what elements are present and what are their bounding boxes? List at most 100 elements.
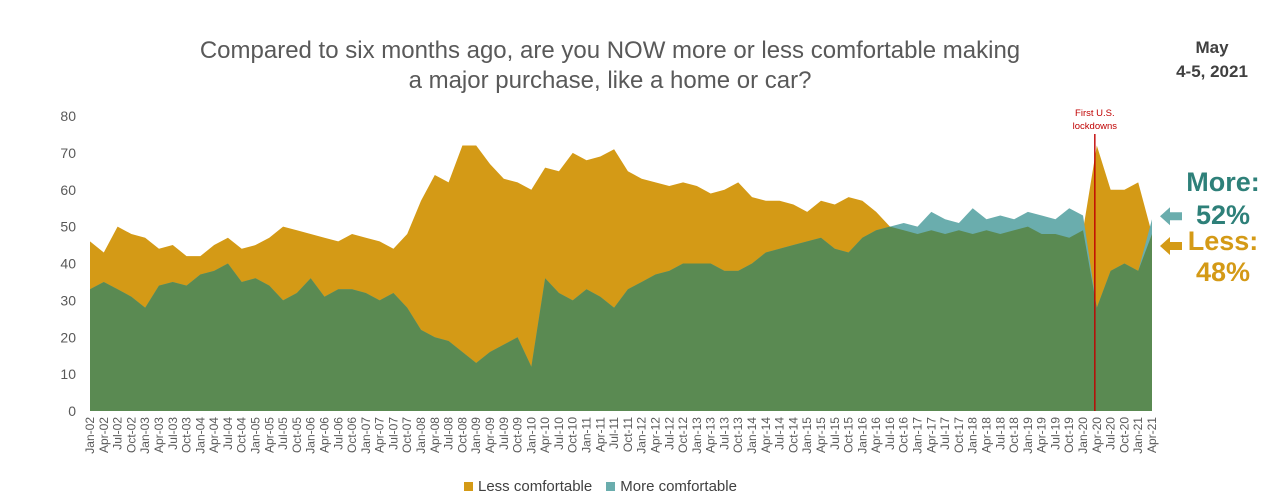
x-tick-label: Jul-03	[166, 417, 180, 450]
x-tick-label: Apr-04	[207, 417, 221, 453]
y-tick-label: 0	[68, 403, 76, 419]
x-tick-label: Jul-06	[331, 417, 345, 450]
x-tick-label: Jul-05	[276, 417, 290, 450]
x-tick-label: Jul-20	[1104, 417, 1118, 450]
x-tick-label: Jan-11	[580, 417, 594, 453]
x-tick-label: Oct-11	[621, 417, 635, 452]
x-tick-label: Apr-12	[648, 417, 662, 453]
x-tick-label: Oct-09	[511, 417, 525, 453]
x-tick-label: Apr-06	[317, 417, 331, 453]
x-tick-label: Jul-02	[111, 417, 125, 450]
x-tick-label: Oct-07	[400, 417, 414, 453]
y-tick-label: 10	[60, 366, 76, 382]
x-tick-label: Jan-13	[690, 417, 704, 454]
more-callout-value: 52%	[1195, 200, 1251, 230]
x-tick-label: Jan-06	[304, 417, 318, 454]
x-tick-label: Oct-04	[235, 417, 249, 453]
x-tick-label: Apr-16	[869, 417, 883, 453]
x-tick-label: Oct-16	[897, 417, 911, 453]
x-tick-label: Apr-09	[483, 417, 497, 453]
x-tick-label: Oct-13	[731, 417, 745, 453]
x-tick-label: Jan-19	[1021, 417, 1035, 454]
annotation-line2: lockdowns	[1073, 121, 1118, 132]
x-tick-label: Oct-02	[124, 417, 138, 453]
x-tick-label: Jan-16	[855, 417, 869, 454]
less-callout-label: Less:	[1187, 226, 1259, 256]
x-tick-label: Jul-07	[386, 417, 400, 450]
y-tick-label: 40	[60, 256, 76, 272]
x-tick-label: Oct-19	[1062, 417, 1076, 453]
x-tick-label: Apr-17	[924, 417, 938, 453]
x-tick-label: Jan-09	[469, 417, 483, 454]
x-tick-label: Jul-19	[1048, 417, 1062, 450]
legend-swatch-less	[464, 481, 473, 491]
legend-label-more: More comfortable	[620, 477, 737, 495]
y-tick-label: 70	[60, 145, 76, 161]
x-tick-label: Jul-08	[442, 417, 456, 450]
x-tick-label: Apr-20	[1090, 417, 1104, 453]
x-tick-label: Jan-07	[359, 417, 373, 454]
more-callout: More: 52%	[1176, 166, 1270, 232]
y-tick-label: 60	[60, 182, 76, 198]
x-tick-label: Jan-15	[800, 417, 814, 454]
x-tick-label: Jul-15	[828, 417, 842, 450]
x-tick-label: Apr-13	[704, 417, 718, 453]
x-tick-label: Oct-14	[786, 417, 800, 453]
more-arrow-icon	[1160, 207, 1182, 226]
legend-item-less: Less comfortable	[464, 478, 592, 495]
annotation-line1: First U.S.	[1075, 108, 1115, 119]
x-tick-label: Jan-04	[193, 417, 207, 454]
survey-date-line1: May	[1195, 38, 1229, 57]
more-callout-label: More:	[1186, 167, 1260, 197]
x-tick-label: Jul-17	[938, 417, 952, 450]
x-tick-label: Apr-15	[814, 417, 828, 453]
x-tick-label: Jul-11	[607, 417, 621, 449]
x-tick-label: Apr-14	[759, 417, 773, 453]
x-tick-label: Jan-05	[249, 417, 263, 454]
x-tick-label: Jan-08	[414, 417, 428, 454]
legend-label-less: Less comfortable	[478, 477, 593, 495]
x-tick-label: Jan-10	[524, 417, 538, 454]
y-tick-label: 30	[60, 292, 76, 308]
survey-date-line2: 4-5, 2021	[1176, 62, 1248, 81]
x-tick-label: Apr-08	[428, 417, 442, 453]
x-tick-label: Jan-12	[635, 417, 649, 454]
x-tick-label: Jul-18	[993, 417, 1007, 450]
legend-item-more: More comfortable	[606, 478, 737, 495]
x-tick-label: Jul-09	[497, 417, 511, 450]
x-tick-label: Oct-15	[842, 417, 856, 453]
x-tick-label: Oct-08	[455, 417, 469, 453]
y-tick-label: 20	[60, 329, 76, 345]
chart-legend: Less comfortable More comfortable	[464, 477, 751, 495]
x-tick-label: Jan-20	[1076, 417, 1090, 454]
x-tick-label: Jan-14	[745, 417, 759, 454]
less-callout: Less: 48%	[1176, 226, 1270, 288]
less-callout-value: 48%	[1195, 257, 1251, 287]
x-tick-label: Apr-18	[979, 417, 993, 453]
x-tick-label: Jan-17	[911, 417, 925, 454]
x-tick-label: Oct-10	[566, 417, 580, 453]
x-tick-label: Oct-17	[952, 417, 966, 453]
x-tick-label: Jan-21	[1131, 417, 1145, 454]
x-tick-label: Oct-18	[1007, 417, 1021, 453]
x-tick-label: Apr-02	[97, 417, 111, 453]
x-tick-label: Apr-07	[373, 417, 387, 453]
x-tick-label: Oct-06	[345, 417, 359, 453]
x-tick-label: Oct-20	[1117, 417, 1131, 453]
x-tick-label: Jul-13	[717, 417, 731, 450]
x-tick-label: Oct-12	[676, 417, 690, 453]
x-tick-label: Jul-14	[773, 417, 787, 450]
x-tick-label: Jul-12	[662, 417, 676, 450]
x-tick-label: Jul-16	[883, 417, 897, 450]
x-tick-label: Jan-18	[966, 417, 980, 454]
chart-title-line1: Compared to six months ago, are you NOW …	[199, 37, 1021, 64]
x-tick-label: Apr-10	[538, 417, 552, 453]
x-tick-label: Oct-05	[290, 417, 304, 453]
x-tick-label: Apr-03	[152, 417, 166, 453]
legend-swatch-more	[606, 481, 616, 491]
survey-date: May 4-5, 2021	[1170, 36, 1254, 84]
x-tick-label: Apr-21	[1145, 417, 1159, 453]
x-tick-label: Jan-03	[138, 417, 152, 454]
x-tick-label: Oct-03	[180, 417, 194, 453]
